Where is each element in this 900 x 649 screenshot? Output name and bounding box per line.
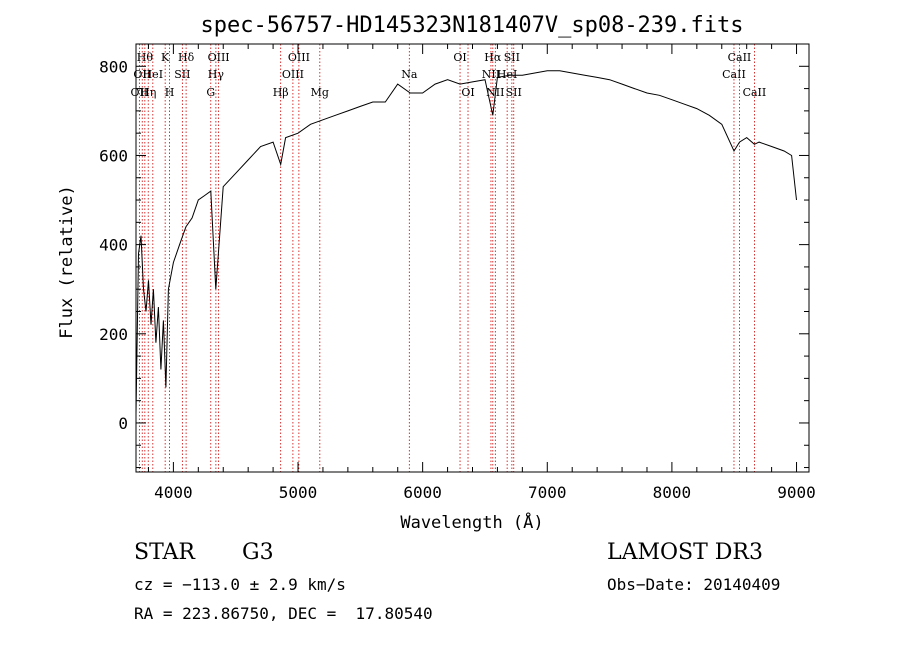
y-tick-label: 600	[99, 146, 128, 165]
x-tick-label: 9000	[777, 483, 816, 502]
line-marker-label: OI	[453, 51, 466, 64]
x-tick-label: 6000	[403, 483, 442, 502]
line-marker-label: Hγ	[208, 68, 225, 81]
subclass-label: G3	[242, 540, 274, 565]
obs-date: Obs−Date: 20140409	[607, 575, 781, 594]
spectrum-series	[135, 70, 797, 415]
line-marker-label: HeI	[497, 68, 517, 81]
y-axis-label: Flux (relative)	[57, 185, 77, 339]
x-tick-label: 7000	[528, 483, 567, 502]
line-marker-label: Hα	[484, 51, 502, 64]
y-tick-label: 400	[99, 236, 128, 255]
line-marker-label: Hη	[140, 86, 156, 99]
line-marker-label: OII	[131, 86, 149, 99]
line-marker-label: Mg	[311, 86, 329, 99]
line-marker-label: SII	[506, 86, 522, 99]
x-tick-label: 5000	[279, 483, 318, 502]
line-markers: OII OII Hθ Hη HeI K H SII Hδ G Hγ OIII Hβ OIII OIII Mg N…	[131, 44, 767, 472]
x-tick-label: 8000	[653, 483, 692, 502]
line-marker-label: OI	[461, 86, 474, 99]
axis-ticks: 4000 5000 6000 7000 8000 9000 0 200 400 600 800	[99, 43, 816, 502]
line-marker-label: Na	[401, 68, 418, 81]
survey-label: LAMOST DR3	[607, 540, 763, 565]
line-marker-label: SII	[174, 68, 190, 81]
y-tick-label: 0	[118, 414, 128, 433]
line-marker-label: OIII	[288, 51, 310, 64]
line-marker-label: G	[206, 86, 215, 99]
line-marker-label: Hβ	[273, 86, 289, 99]
x-axis-label: Wavelength (Å)	[400, 511, 543, 533]
spectrum-line	[135, 70, 797, 415]
line-marker-label: CaII	[722, 68, 746, 81]
cz-value: cz = −113.0 ± 2.9 km/s	[134, 575, 346, 594]
line-marker-label: OIII	[208, 51, 230, 64]
line-marker-label: HeI	[143, 68, 163, 81]
class-label: STAR	[134, 540, 195, 565]
coordinates: RA = 223.86750, DEC = 17.80540	[134, 604, 433, 623]
chart-title: spec-56757-HD145323N181407V_sp08-239.fit…	[200, 13, 743, 38]
line-marker-label: NII	[482, 68, 500, 81]
line-marker-label: CaII	[743, 86, 767, 99]
line-marker-label: SII	[504, 51, 520, 64]
x-tick-label: 4000	[154, 483, 193, 502]
line-marker-label: K	[161, 51, 170, 64]
line-marker-label: H	[165, 86, 175, 99]
line-marker-label: Hθ	[137, 51, 154, 64]
line-marker-label: CaII	[728, 51, 752, 64]
line-marker-label: Hδ	[178, 51, 195, 64]
plot-frame	[135, 43, 810, 473]
y-tick-label: 200	[99, 325, 128, 344]
line-marker-label: OII	[133, 68, 151, 81]
y-tick-label: 800	[99, 57, 128, 76]
line-marker-label: OIII	[282, 68, 304, 81]
